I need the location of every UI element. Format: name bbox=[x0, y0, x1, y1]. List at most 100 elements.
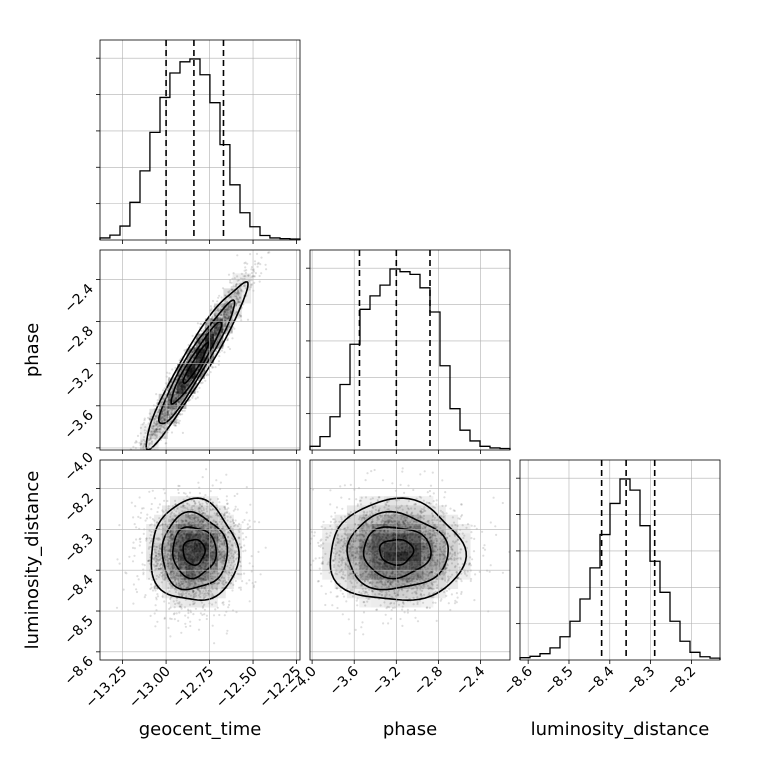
sample-point bbox=[249, 504, 251, 506]
sample-point bbox=[162, 389, 164, 391]
sample-point bbox=[197, 391, 199, 393]
sample-point bbox=[114, 515, 116, 517]
sample-point bbox=[195, 608, 197, 610]
sample-point bbox=[165, 442, 167, 444]
sample-point bbox=[169, 618, 171, 620]
sample-point bbox=[147, 451, 149, 453]
sample-point bbox=[185, 493, 187, 495]
sample-point bbox=[218, 614, 220, 616]
sample-point bbox=[244, 266, 246, 268]
sample-point bbox=[235, 611, 237, 613]
sample-point bbox=[143, 533, 145, 535]
sample-point bbox=[202, 382, 204, 384]
sample-point bbox=[221, 296, 223, 298]
histogram-phase bbox=[310, 269, 510, 450]
sample-point bbox=[206, 618, 208, 620]
sample-point bbox=[148, 491, 150, 493]
sample-point bbox=[142, 458, 144, 460]
sample-point bbox=[245, 262, 247, 264]
sample-point bbox=[157, 399, 159, 401]
sample-point bbox=[233, 328, 235, 330]
sample-point bbox=[119, 563, 121, 565]
sample-point bbox=[147, 452, 149, 454]
sample-point bbox=[140, 512, 142, 514]
sample-point bbox=[135, 538, 137, 540]
sample-point bbox=[241, 580, 243, 582]
sample-point bbox=[167, 627, 169, 629]
sample-point bbox=[155, 452, 157, 454]
sample-point bbox=[152, 589, 154, 591]
sample-point bbox=[131, 466, 133, 468]
sample-point bbox=[234, 508, 236, 510]
sample-point bbox=[214, 366, 216, 368]
sample-point bbox=[134, 523, 136, 525]
sample-point bbox=[132, 470, 134, 472]
histogram-geocent_time bbox=[100, 59, 300, 240]
sample-point bbox=[229, 281, 231, 283]
sample-point bbox=[124, 571, 126, 573]
sample-point bbox=[254, 263, 256, 265]
sample-point bbox=[192, 395, 194, 397]
sample-point bbox=[177, 489, 179, 491]
sample-point bbox=[144, 564, 146, 566]
sample-point bbox=[143, 507, 145, 509]
sample-point bbox=[139, 544, 141, 546]
sample-point bbox=[246, 486, 248, 488]
density-cell bbox=[140, 439, 149, 454]
sample-point bbox=[137, 516, 139, 518]
sample-point bbox=[204, 380, 206, 382]
sample-point bbox=[189, 625, 191, 627]
sample-point bbox=[218, 364, 220, 366]
sample-point bbox=[225, 474, 227, 476]
sample-point bbox=[229, 348, 231, 350]
sample-point bbox=[135, 526, 137, 528]
sample-point bbox=[226, 632, 228, 634]
sample-point bbox=[212, 484, 214, 486]
sample-point bbox=[142, 457, 144, 459]
sample-point bbox=[251, 570, 253, 572]
sample-point bbox=[152, 490, 154, 492]
sample-point bbox=[143, 464, 145, 466]
sample-point bbox=[246, 511, 248, 513]
sample-point bbox=[210, 307, 212, 309]
sample-point bbox=[156, 621, 158, 623]
sample-point bbox=[286, 193, 288, 195]
sample-point bbox=[137, 435, 139, 437]
sample-point bbox=[195, 398, 197, 400]
sample-point bbox=[164, 617, 166, 619]
sample-point bbox=[251, 266, 253, 268]
histogram-luminosity_distance bbox=[520, 479, 720, 660]
sample-point bbox=[154, 453, 156, 455]
sample-point bbox=[131, 472, 133, 474]
sample-point bbox=[235, 506, 237, 508]
sample-point bbox=[198, 387, 200, 389]
sample-point bbox=[182, 432, 184, 434]
sample-point bbox=[212, 625, 214, 627]
density-cell bbox=[149, 424, 158, 439]
sample-point bbox=[131, 460, 133, 462]
sample-point bbox=[168, 602, 170, 604]
sample-point bbox=[235, 519, 237, 521]
sample-point bbox=[138, 456, 140, 458]
sample-point bbox=[142, 451, 144, 453]
sample-point bbox=[265, 247, 267, 249]
sample-point bbox=[204, 609, 206, 611]
sample-point bbox=[116, 481, 118, 483]
sample-point bbox=[189, 621, 191, 623]
sample-point bbox=[133, 471, 135, 473]
sample-point bbox=[154, 625, 156, 627]
panel-geocent_time-luminosity_distance bbox=[116, 468, 267, 644]
sample-point bbox=[157, 507, 159, 509]
sample-point bbox=[136, 575, 138, 577]
sample-point bbox=[148, 454, 150, 456]
sample-point bbox=[243, 544, 245, 546]
sample-point bbox=[142, 572, 144, 574]
sample-point bbox=[136, 463, 138, 465]
sample-point bbox=[258, 521, 260, 523]
sample-point bbox=[143, 473, 145, 475]
sample-point bbox=[249, 562, 251, 564]
sample-point bbox=[141, 452, 143, 454]
sample-point bbox=[275, 232, 277, 234]
sample-point bbox=[144, 594, 146, 596]
sample-point bbox=[156, 598, 158, 600]
